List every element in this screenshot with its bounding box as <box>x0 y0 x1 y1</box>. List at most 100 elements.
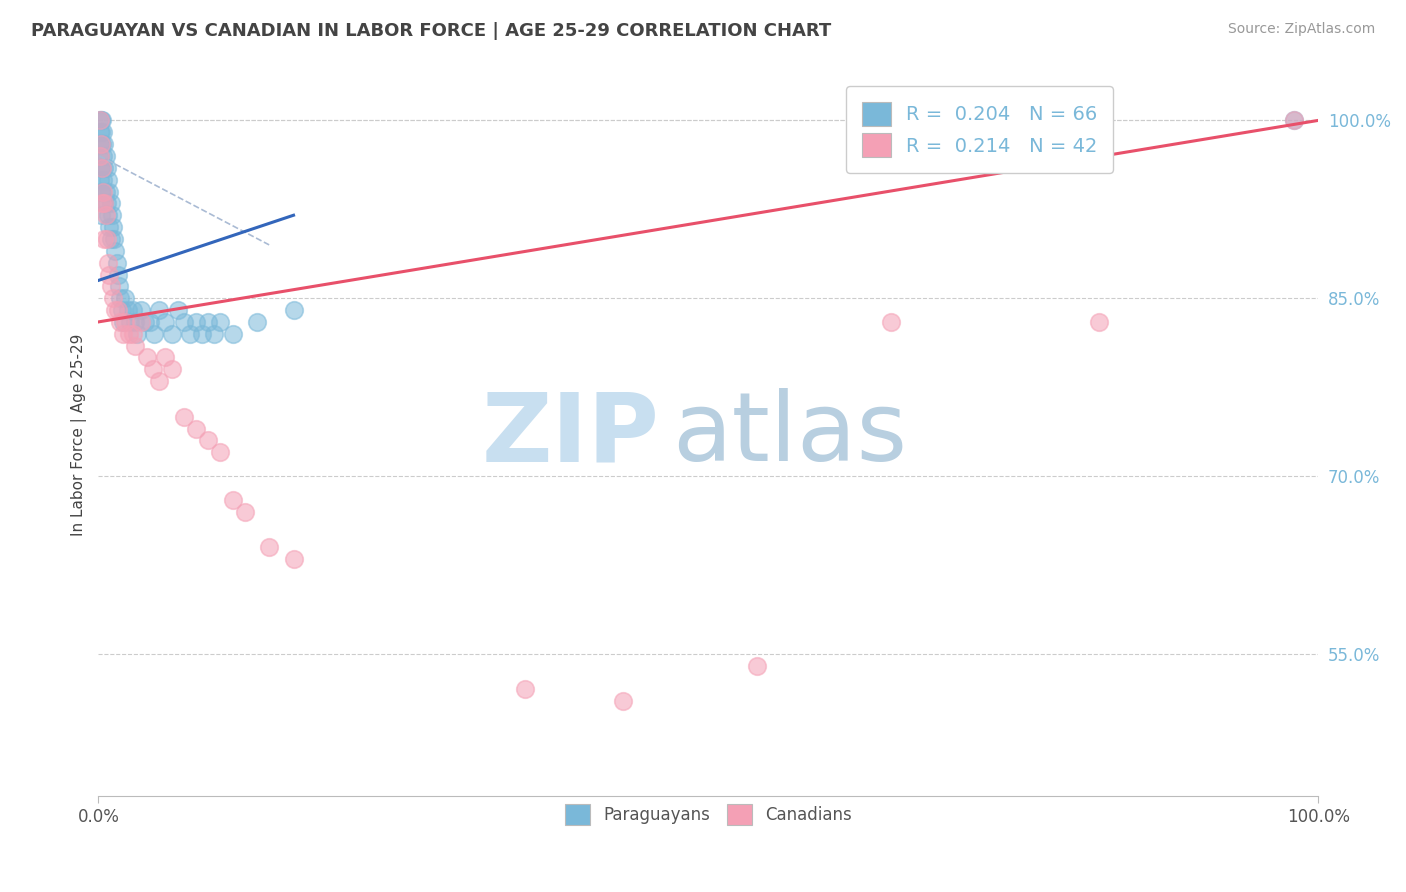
Point <box>136 351 159 365</box>
Point <box>166 303 188 318</box>
Point <box>90 137 112 152</box>
Text: ZIP: ZIP <box>482 388 659 481</box>
Point <box>101 220 124 235</box>
Point <box>110 291 132 305</box>
Legend: Paraguayans, Canadians: Paraguayans, Canadians <box>555 795 862 835</box>
Point <box>114 291 136 305</box>
Point <box>91 185 114 199</box>
Point <box>148 303 170 318</box>
Point <box>612 694 634 708</box>
Point <box>209 445 232 459</box>
Point <box>111 315 134 329</box>
Point <box>129 303 152 318</box>
Point <box>880 315 903 329</box>
Point <box>108 279 131 293</box>
Point <box>1282 113 1305 128</box>
Point <box>91 125 114 139</box>
Point <box>98 220 121 235</box>
Point <box>91 149 114 163</box>
Point <box>104 244 127 258</box>
Point <box>91 137 114 152</box>
Point <box>100 232 122 246</box>
Point <box>91 113 114 128</box>
Point <box>515 682 537 697</box>
Point <box>96 161 118 175</box>
Point <box>173 409 195 424</box>
Point <box>110 303 132 318</box>
Point <box>103 232 125 246</box>
Point <box>110 315 132 329</box>
Point <box>89 149 111 163</box>
Point <box>124 338 146 352</box>
Point <box>191 326 214 341</box>
Point <box>100 208 122 222</box>
Point <box>107 268 129 282</box>
Point <box>129 315 152 329</box>
Point <box>184 315 207 329</box>
Point <box>97 208 120 222</box>
Point <box>120 315 142 329</box>
Point <box>114 315 136 329</box>
Point <box>90 161 112 175</box>
Point <box>89 137 111 152</box>
Point <box>745 658 768 673</box>
Text: atlas: atlas <box>672 388 907 481</box>
Point <box>246 315 269 329</box>
Point <box>233 505 256 519</box>
Point <box>93 137 115 152</box>
Point <box>90 125 112 139</box>
Point <box>197 434 219 448</box>
Point <box>134 315 156 329</box>
Point <box>173 315 195 329</box>
Point <box>118 326 141 341</box>
Point <box>107 303 129 318</box>
Point <box>97 255 120 269</box>
Point <box>283 303 305 318</box>
Point <box>221 492 243 507</box>
Point <box>93 161 115 175</box>
Point <box>121 326 143 341</box>
Point <box>94 149 117 163</box>
Point <box>283 552 305 566</box>
Point <box>91 185 114 199</box>
Point <box>93 232 115 246</box>
Point <box>89 149 111 163</box>
Point <box>111 326 134 341</box>
Point <box>91 161 114 175</box>
Point <box>142 362 165 376</box>
Point <box>89 125 111 139</box>
Point <box>160 362 183 376</box>
Point <box>91 172 114 186</box>
Point <box>104 303 127 318</box>
Point <box>97 172 120 186</box>
Point <box>98 185 121 199</box>
Point <box>105 255 128 269</box>
Point <box>1282 113 1305 128</box>
Text: Source: ZipAtlas.com: Source: ZipAtlas.com <box>1227 22 1375 37</box>
Point <box>94 185 117 199</box>
Point <box>100 279 122 293</box>
Point <box>90 208 112 222</box>
Point <box>148 374 170 388</box>
Point <box>89 113 111 128</box>
Point <box>89 172 111 186</box>
Point <box>127 326 149 341</box>
Point <box>124 315 146 329</box>
Point <box>93 196 115 211</box>
Point <box>257 540 280 554</box>
Point <box>221 326 243 341</box>
Text: PARAGUAYAN VS CANADIAN IN LABOR FORCE | AGE 25-29 CORRELATION CHART: PARAGUAYAN VS CANADIAN IN LABOR FORCE | … <box>31 22 831 40</box>
Point <box>96 196 118 211</box>
Point <box>91 161 114 175</box>
Point <box>90 113 112 128</box>
Point <box>89 113 111 128</box>
Point <box>94 208 117 222</box>
Point <box>91 196 114 211</box>
Point <box>101 291 124 305</box>
Point <box>1087 315 1109 329</box>
Point <box>209 315 232 329</box>
Point <box>155 315 177 329</box>
Point <box>93 196 115 211</box>
Y-axis label: In Labor Force | Age 25-29: In Labor Force | Age 25-29 <box>72 334 87 536</box>
Point <box>90 137 112 152</box>
